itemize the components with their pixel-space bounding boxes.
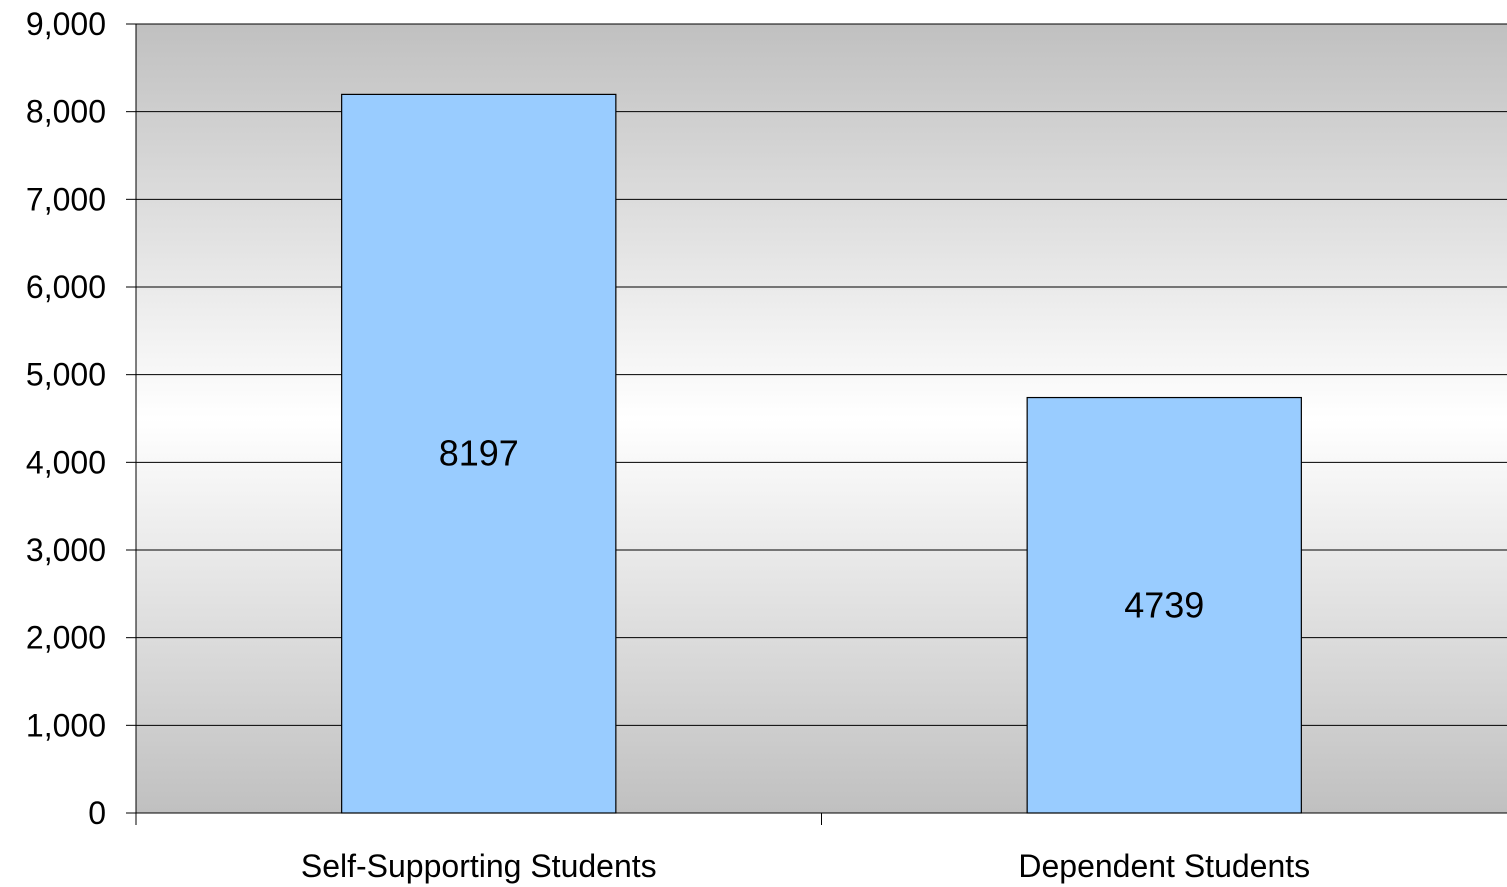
bar xyxy=(1026,396,1302,814)
y-tick-label: 0 xyxy=(88,795,106,831)
y-tick-label: 1,000 xyxy=(26,707,106,743)
data-label: 4739 xyxy=(1124,584,1204,625)
y-tick-label: 9,000 xyxy=(26,6,106,42)
y-axis: 0 1,000 2,000 3,000 4,000 5,000 6,000 7,000 8,00… xyxy=(26,6,137,831)
y-tick-label: 2,000 xyxy=(26,620,106,656)
x-category-label: Self-Supporting Students xyxy=(301,848,657,884)
y-tick-label: 6,000 xyxy=(26,269,106,305)
bars: 8197 4739 xyxy=(341,93,1302,814)
y-tick-label: 7,000 xyxy=(26,181,106,217)
x-category-label: Dependent Students xyxy=(1018,848,1310,884)
bar xyxy=(341,93,617,814)
data-label: 8197 xyxy=(439,433,519,474)
y-tick-label: 5,000 xyxy=(26,357,106,393)
y-tick-label: 8,000 xyxy=(26,94,106,130)
y-tick-label: 3,000 xyxy=(26,532,106,568)
y-tick-label: 4,000 xyxy=(26,444,106,480)
x-axis: Self-Supporting Students Dependent Studen… xyxy=(135,812,1507,884)
